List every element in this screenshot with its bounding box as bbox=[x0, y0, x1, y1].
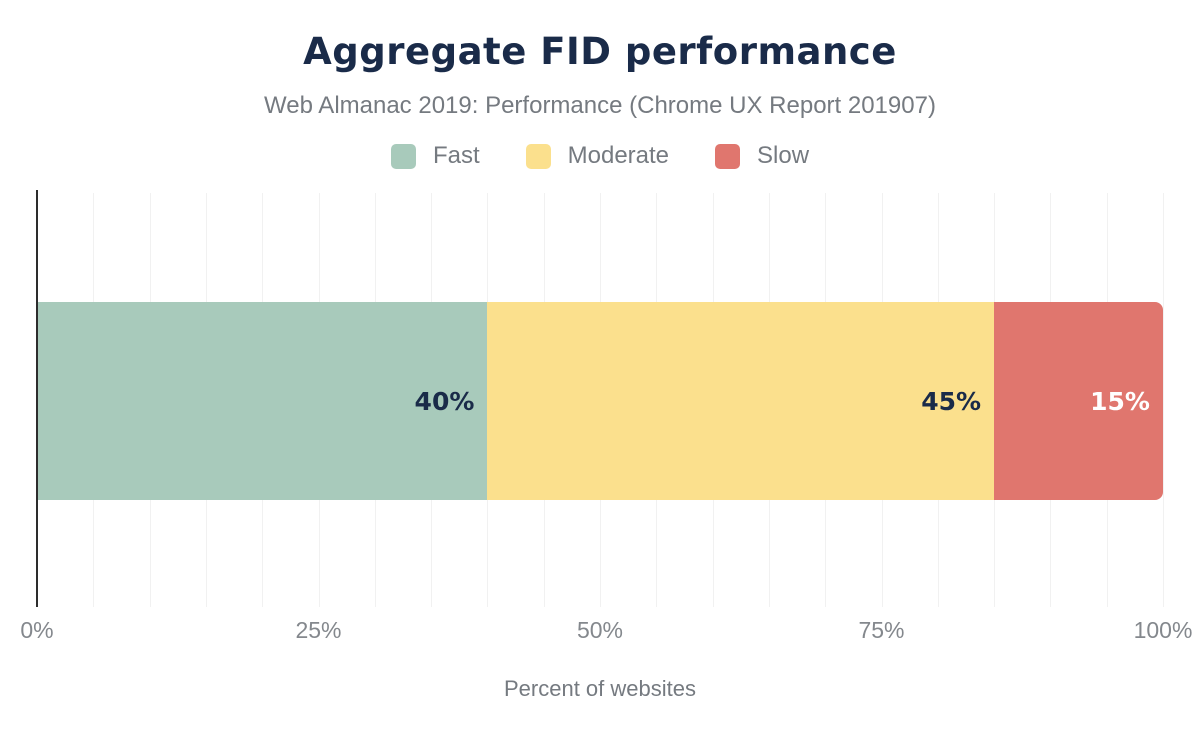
legend-swatch-moderate bbox=[525, 143, 551, 169]
x-tick-label-75: 75% bbox=[858, 617, 905, 643]
legend: Fast Moderate Slow bbox=[0, 142, 1200, 170]
gridline bbox=[1163, 193, 1164, 607]
bar-value-label: 40% bbox=[414, 386, 475, 416]
legend-item-slow[interactable]: Slow bbox=[715, 142, 809, 170]
legend-swatch-fast bbox=[390, 143, 416, 169]
bar-segment-fast[interactable]: 40% bbox=[37, 302, 488, 500]
x-tick-label-50: 50% bbox=[576, 617, 624, 643]
x-axis-title: Percent of websites bbox=[504, 676, 696, 701]
x-tick-label-25: 25% bbox=[295, 617, 342, 643]
legend-item-moderate[interactable]: Moderate bbox=[525, 142, 670, 170]
plot-area: 40% 45% 15% bbox=[37, 193, 1164, 607]
y-axis-line bbox=[36, 190, 38, 607]
legend-label: Moderate bbox=[567, 142, 670, 169]
bar-value-label: 15% bbox=[1090, 386, 1150, 416]
bar-segment-moderate[interactable]: 45% bbox=[487, 302, 995, 500]
bar-segment-slow[interactable]: 15% bbox=[994, 302, 1163, 500]
x-axis-ticks: 0% 25% 50% 75% 100% bbox=[0, 617, 1200, 647]
bar-value-label: 45% bbox=[921, 386, 982, 416]
stacked-bar: 40% 45% 15% bbox=[37, 302, 1163, 500]
x-tick-label-100: 100% bbox=[1133, 617, 1193, 643]
legend-item-fast[interactable]: Fast bbox=[390, 142, 480, 170]
chart-title: Aggregate FID performance bbox=[303, 30, 897, 73]
x-tick-label-0: 0% bbox=[20, 617, 54, 643]
legend-label: Slow bbox=[757, 142, 810, 169]
legend-swatch-slow bbox=[715, 143, 741, 169]
legend-label: Fast bbox=[432, 142, 480, 169]
chart-subtitle: Web Almanac 2019: Performance (Chrome UX… bbox=[264, 92, 936, 119]
